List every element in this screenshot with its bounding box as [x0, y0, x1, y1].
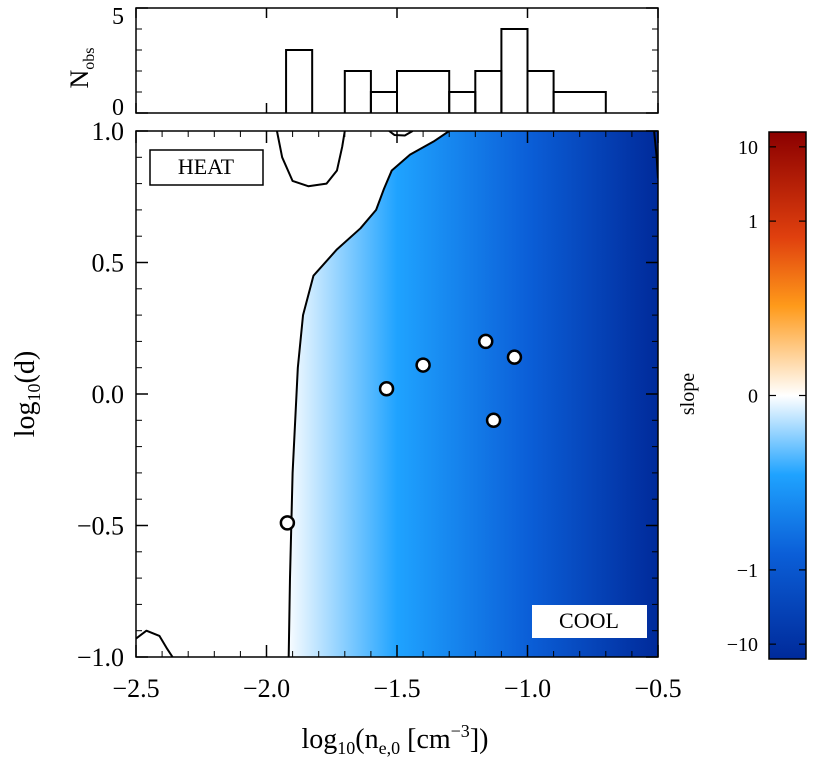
data-points: [279, 333, 523, 531]
zero-contour: [287, 131, 450, 657]
data-point-3: [415, 357, 431, 373]
x-tick-label: −0.5: [634, 674, 681, 703]
colorbar-tick-label: −10: [727, 634, 758, 656]
data-point-4: [477, 333, 494, 350]
y-axis-label: log10(d): [10, 351, 44, 437]
cool-region: [288, 131, 658, 657]
heat-contour-top: [275, 131, 346, 188]
x-tick-label: −2.0: [243, 674, 290, 703]
x-tick-label: −1.5: [373, 674, 420, 703]
heat-label-box: [149, 149, 264, 186]
histogram-bars: [285, 28, 607, 113]
histogram-panel: 05 Nobs: [65, 4, 659, 121]
y-tick-label: 1.0: [92, 117, 125, 146]
heat-label: HEAT: [178, 154, 235, 179]
heat-contour-corner: [136, 629, 174, 657]
x-axis-label: log10(ne,0 [cm−3]): [302, 721, 489, 758]
y-axis-ticks: −1.0 −0.5 0.0 0.5 1.0: [77, 117, 658, 672]
heat-contour-small: [388, 131, 414, 137]
cool-label: COOL: [559, 608, 619, 633]
histogram-y-label: Nobs: [65, 47, 98, 88]
hist-y-tick-label: 0: [112, 95, 124, 121]
y-tick-label: 0.5: [92, 249, 125, 278]
colorbar-tick-label: 10: [738, 137, 758, 159]
y-tick-label: −1.0: [77, 643, 124, 672]
histogram-bar-1: [285, 49, 314, 113]
contours: [136, 131, 658, 657]
histogram-y-ticks: 05: [112, 4, 659, 121]
hist-y-tick-label: 5: [112, 4, 124, 30]
colorbar-tick-label: 0: [748, 386, 758, 408]
x-tick-label: −2.5: [112, 674, 159, 703]
histogram-bar-10: [552, 91, 607, 113]
y-tick-label: 0.0: [92, 380, 125, 409]
x-axis-ticks: −2.5 −2.0 −1.5 −1.0 −0.5: [112, 131, 682, 703]
data-point-1: [279, 515, 296, 531]
data-point-2: [378, 380, 395, 397]
colorbar-tick-label: 1: [748, 211, 758, 233]
heatmap-panel: HEAT COOL −2.5 −2.0 −1.5 −1.0 −0.5 −1.0 −0.5 0…: [10, 117, 682, 758]
x-tick-label: −1.0: [504, 674, 551, 703]
data-point-6: [506, 349, 523, 365]
y-tick-label: −0.5: [77, 512, 124, 541]
colorbar-label: slope: [677, 373, 699, 415]
cool-label-box: [532, 605, 647, 638]
data-point-5: [485, 412, 502, 429]
colorbar-tick-label: −1: [737, 560, 758, 582]
